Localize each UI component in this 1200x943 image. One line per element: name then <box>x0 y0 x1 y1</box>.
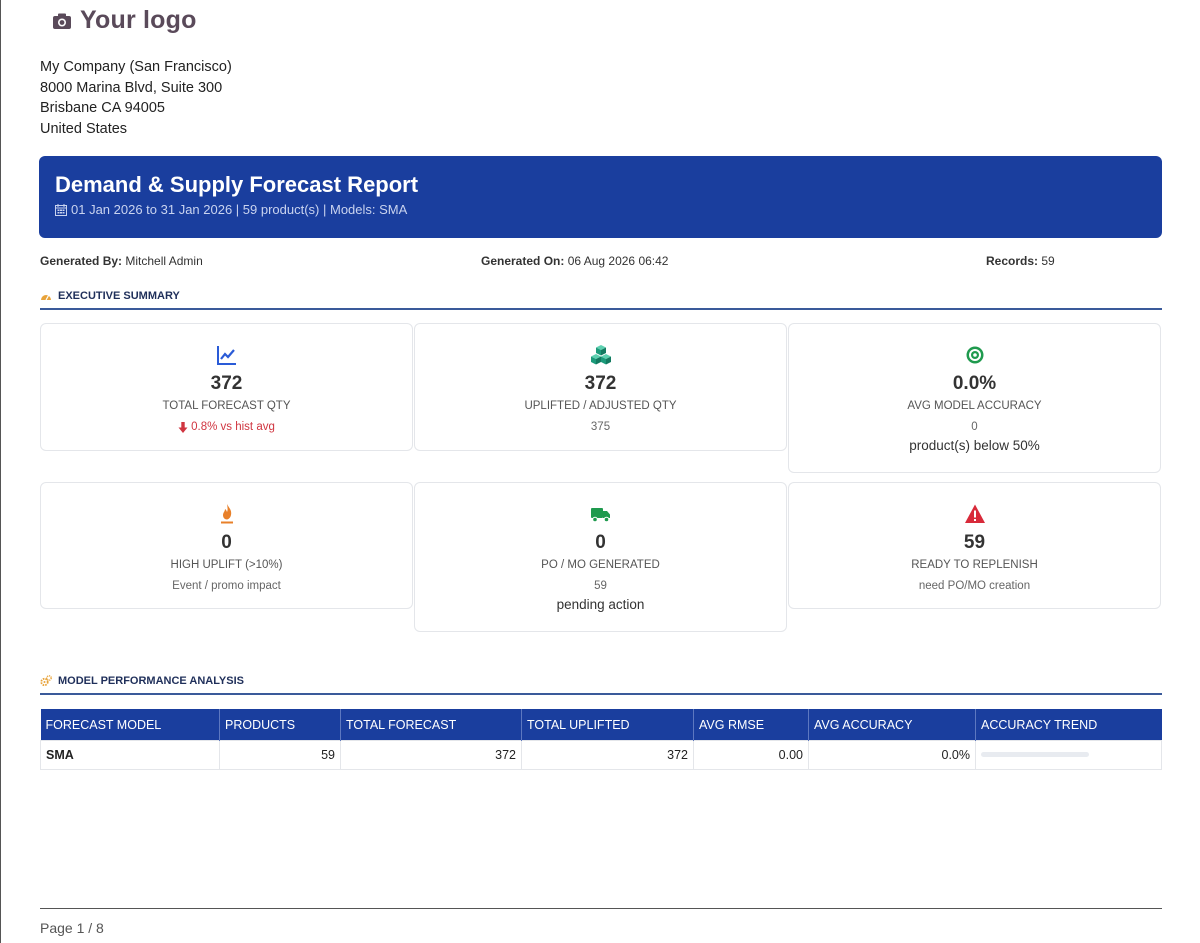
logo-text: Your logo <box>80 6 197 34</box>
footer-divider <box>40 908 1162 909</box>
cubes-icon <box>590 345 611 365</box>
model-performance-title: MODEL PERFORMANCE ANALYSIS <box>58 675 245 687</box>
generated-on: Generated On: 06 Aug 2026 06:42 <box>481 254 668 268</box>
cell-products: 59 <box>219 739 341 770</box>
kpi-card-replenish: 59 READY TO REPLENISH need PO/MO creatio… <box>788 482 1161 609</box>
company-street: 8000 Marina Blvd, Suite 300 <box>40 79 223 96</box>
column-header: TOTAL UPLIFTED <box>521 709 694 740</box>
kpi-sub: 59 <box>594 580 607 592</box>
column-header: FORECAST MODEL <box>40 709 220 740</box>
gauge-icon <box>41 295 51 301</box>
kpi-card-po-mo: 0 PO / MO GENERATED 59 pending action <box>414 482 787 632</box>
table-header-row: FORECAST MODEL PRODUCTS TOTAL FORECAST T… <box>40 709 1162 740</box>
kpi-value: 372 <box>584 373 617 394</box>
company-city: Brisbane CA 94005 <box>40 100 165 116</box>
report-subtitle: 01 Jan 2026 to 31 Jan 2026 | 59 product(… <box>55 202 1146 217</box>
executive-summary-heading: EXECUTIVE SUMMARY <box>40 290 1162 310</box>
page-number: Page 1 / 8 <box>40 920 104 936</box>
cell-accuracy-trend <box>975 739 1162 770</box>
column-header: AVG RMSE <box>693 709 809 740</box>
camera-icon <box>53 13 71 29</box>
column-header: TOTAL FORECAST <box>340 709 522 740</box>
column-header: AVG ACCURACY <box>808 709 976 740</box>
kpi-label: HIGH UPLIFT (>10%) <box>170 559 283 571</box>
generated-on-value: 06 Aug 2026 06:42 <box>567 254 669 268</box>
kpi-label: TOTAL FORECAST QTY <box>162 400 291 412</box>
records-count: Records: 59 <box>986 254 1055 268</box>
company-country: United States <box>40 120 128 137</box>
target-icon <box>966 346 983 364</box>
table-row: SMA 59 372 372 0.00 0.0% <box>40 739 1162 770</box>
generated-on-label: Generated On: <box>481 254 565 268</box>
cell-total-uplifted: 372 <box>521 739 694 770</box>
kpi-sub-note: product(s) below 50% <box>909 438 1040 453</box>
company-logo: Your logo <box>52 6 197 35</box>
cell-avg-accuracy: 0.0% <box>808 739 976 770</box>
page-edge <box>0 0 1 943</box>
kpi-label: AVG MODEL ACCURACY <box>907 400 1042 412</box>
calendar-icon <box>55 203 67 216</box>
kpi-sub-note: pending action <box>556 597 645 612</box>
kpi-trend-text: 0.8% vs hist avg <box>191 421 275 433</box>
truck-icon <box>590 508 610 523</box>
fire-icon <box>220 504 233 524</box>
kpi-trend: 0.8% vs hist avg <box>41 421 412 433</box>
kpi-sub: 0 <box>971 421 978 433</box>
kpi-sub: need PO/MO creation <box>918 580 1031 592</box>
warning-icon <box>964 504 985 523</box>
company-address: My Company (San Francisco) 8000 Marina B… <box>40 57 232 139</box>
kpi-label: READY TO REPLENISH <box>911 559 1038 571</box>
kpi-sub: 375 <box>590 421 611 433</box>
arrow-down-icon <box>178 421 188 433</box>
accuracy-trend-bar <box>981 752 1089 757</box>
cell-model: SMA <box>40 739 220 770</box>
generated-by: Generated By: Mitchell Admin <box>40 254 203 268</box>
kpi-card-accuracy: 0.0% AVG MODEL ACCURACY 0 product(s) bel… <box>788 323 1161 473</box>
kpi-value: 0.0% <box>952 373 997 394</box>
generated-by-label: Generated By: <box>40 254 123 268</box>
records-value: 59 <box>1041 254 1055 268</box>
report-title: Demand & Supply Forecast Report <box>55 172 419 197</box>
generated-by-value: Mitchell Admin <box>125 254 203 268</box>
model-performance-heading: MODEL PERFORMANCE ANALYSIS <box>40 675 1162 695</box>
executive-summary-title: EXECUTIVE SUMMARY <box>58 290 180 302</box>
kpi-card-high-uplift: 0 HIGH UPLIFT (>10%) Event / promo impac… <box>40 482 413 609</box>
line-chart-icon <box>216 346 236 365</box>
kpi-card-uplifted: 372 UPLIFTED / ADJUSTED QTY 375 <box>414 323 787 451</box>
kpi-label: UPLIFTED / ADJUSTED QTY <box>524 400 677 412</box>
cell-avg-rmse: 0.00 <box>693 739 809 770</box>
company-name: My Company (San Francisco) <box>40 59 232 75</box>
report-subtitle-text: 01 Jan 2026 to 31 Jan 2026 | 59 product(… <box>71 202 408 217</box>
records-label: Records: <box>986 254 1039 268</box>
kpi-value: 0 <box>595 532 606 553</box>
column-header: PRODUCTS <box>219 709 341 740</box>
kpi-sub: Event / promo impact <box>172 580 281 592</box>
column-header: ACCURACY TREND <box>975 709 1162 740</box>
cogs-icon <box>40 675 52 687</box>
report-banner: Demand & Supply Forecast Report 01 Jan 2… <box>39 156 1162 238</box>
kpi-value: 59 <box>963 532 986 553</box>
cell-total-forecast: 372 <box>340 739 522 770</box>
kpi-value: 0 <box>221 532 232 553</box>
kpi-label: PO / MO GENERATED <box>541 559 660 571</box>
model-performance-table: FORECAST MODEL PRODUCTS TOTAL FORECAST T… <box>40 709 1162 770</box>
kpi-value: 372 <box>210 373 243 394</box>
kpi-card-total-forecast: 372 TOTAL FORECAST QTY 0.8% vs hist avg <box>40 323 413 451</box>
